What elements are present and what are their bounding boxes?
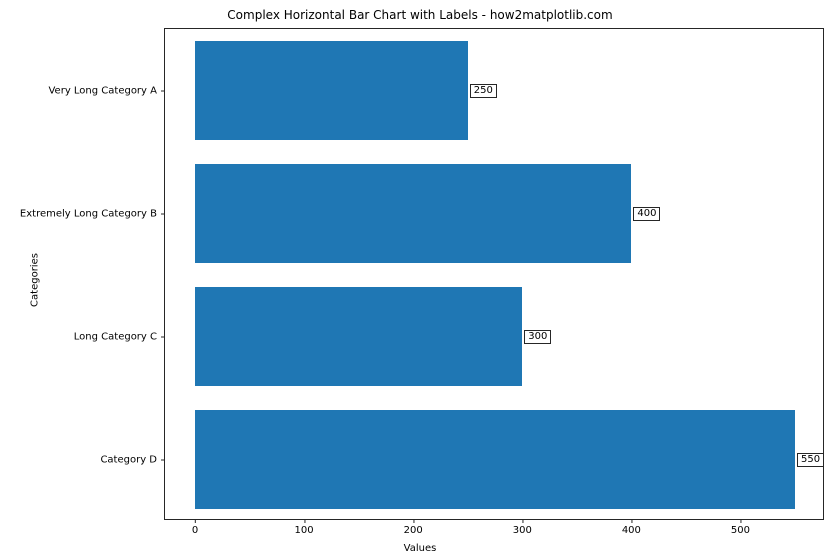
x-tick: 500 [731,525,750,536]
x-axis-label: Values [0,543,840,554]
figure: Complex Horizontal Bar Chart with Labels… [0,0,840,560]
y-tick: Category D [100,454,157,465]
bar-value-label: 550 [797,453,824,467]
bar-value-label: 300 [524,330,551,344]
x-tick: 200 [404,525,423,536]
x-tick: 100 [295,525,314,536]
bar [195,287,522,385]
plot-area: 0100200300400500Very Long Category A250E… [164,28,824,520]
x-tick: 300 [513,525,532,536]
y-tick: Long Category C [74,331,157,342]
x-tick: 0 [192,525,198,536]
y-tick: Very Long Category A [48,85,157,96]
bar [195,41,468,139]
chart-title: Complex Horizontal Bar Chart with Labels… [0,8,840,22]
bar-value-label: 400 [633,207,660,221]
x-tick: 400 [622,525,641,536]
bar [195,410,795,508]
y-tick: Extremely Long Category B [20,208,157,219]
bar [195,164,631,262]
bar-value-label: 250 [470,84,497,98]
y-axis-label: Categories [29,253,40,307]
